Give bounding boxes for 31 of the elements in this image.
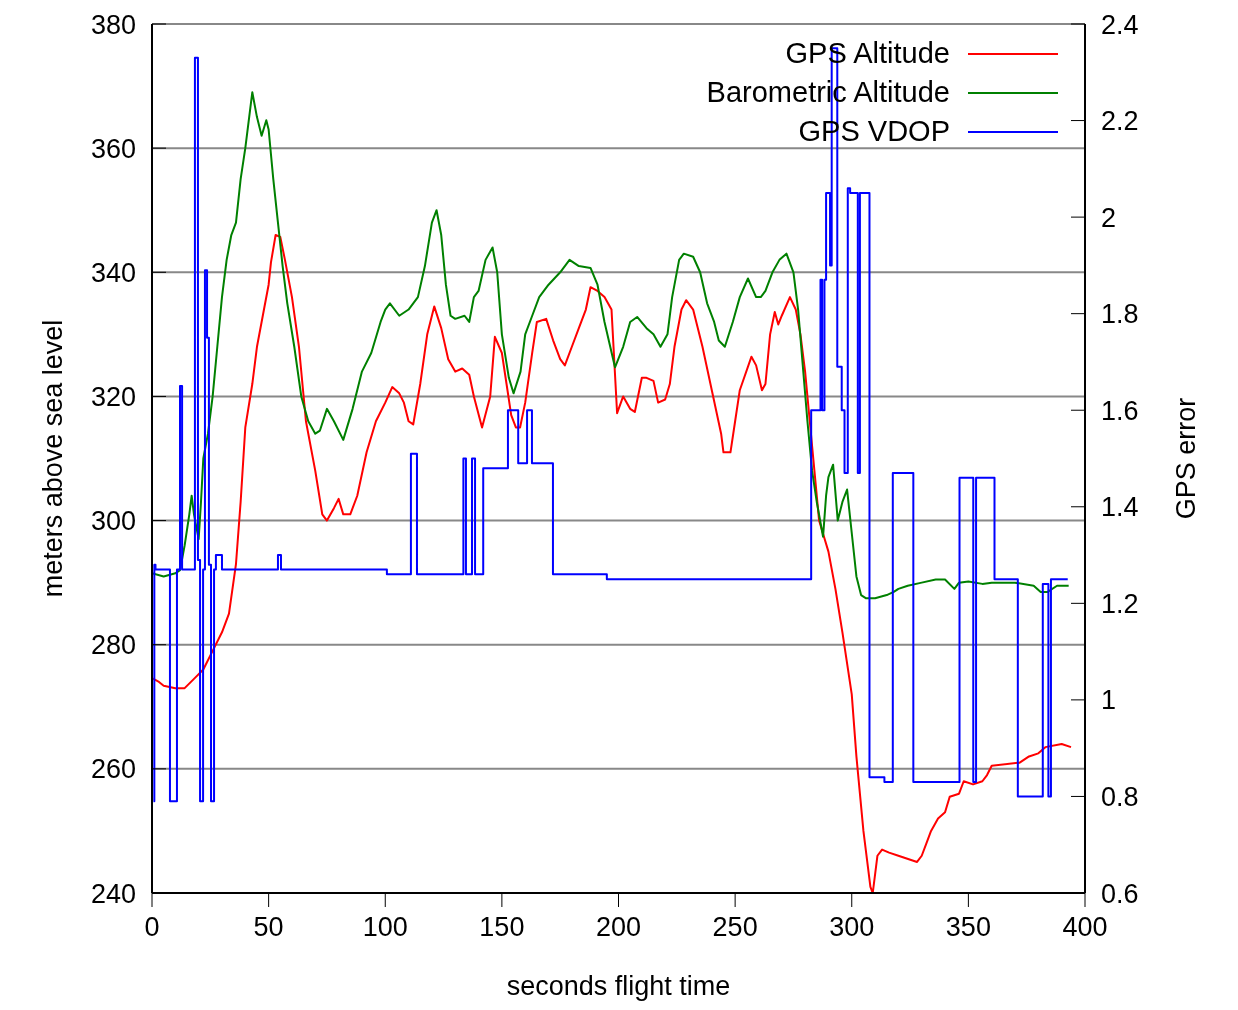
y-tick-label: 360 bbox=[90, 133, 136, 164]
y2-tick-label: 1 bbox=[1101, 685, 1117, 716]
x-tick-label: 100 bbox=[362, 912, 408, 943]
y-tick-label: 280 bbox=[90, 630, 136, 661]
y-tick-label: 300 bbox=[90, 506, 136, 537]
x-tick-label: 150 bbox=[479, 912, 525, 943]
y2-tick-label: 0.6 bbox=[1101, 878, 1139, 909]
y-tick-label: 380 bbox=[90, 9, 136, 40]
y2-tick-label: 1.6 bbox=[1101, 395, 1139, 426]
y2-tick-label: 2 bbox=[1101, 202, 1117, 233]
y-tick-label: 340 bbox=[90, 257, 136, 288]
x-tick-label: 200 bbox=[595, 912, 642, 943]
x-tick-label: 300 bbox=[829, 912, 875, 943]
y2-axis-title: GPS error bbox=[1170, 397, 1201, 520]
y-tick-label: 240 bbox=[90, 878, 136, 909]
y-tick-label: 320 bbox=[90, 382, 136, 413]
y-axis-title: meters above sea level bbox=[37, 319, 68, 598]
y2-tick-label: 0.8 bbox=[1101, 782, 1139, 813]
y2-tick-label: 1.4 bbox=[1101, 492, 1139, 523]
y2-tick-label: 1.2 bbox=[1101, 588, 1139, 619]
y2-tick-label: 2.2 bbox=[1101, 106, 1139, 137]
x-tick-label: 400 bbox=[1062, 912, 1108, 943]
x-axis-title: seconds flight time bbox=[506, 971, 731, 1001]
x-tick-label: 250 bbox=[712, 912, 758, 943]
line-series bbox=[152, 234, 1073, 893]
x-tick-label: 50 bbox=[253, 912, 284, 943]
x-tick-label: 350 bbox=[945, 912, 991, 943]
y-tick-label: 260 bbox=[90, 754, 136, 785]
x-tick-label: 0 bbox=[144, 912, 160, 943]
y2-tick-label: 1.8 bbox=[1101, 299, 1139, 330]
y2-tick-label: 2.4 bbox=[1101, 9, 1139, 40]
